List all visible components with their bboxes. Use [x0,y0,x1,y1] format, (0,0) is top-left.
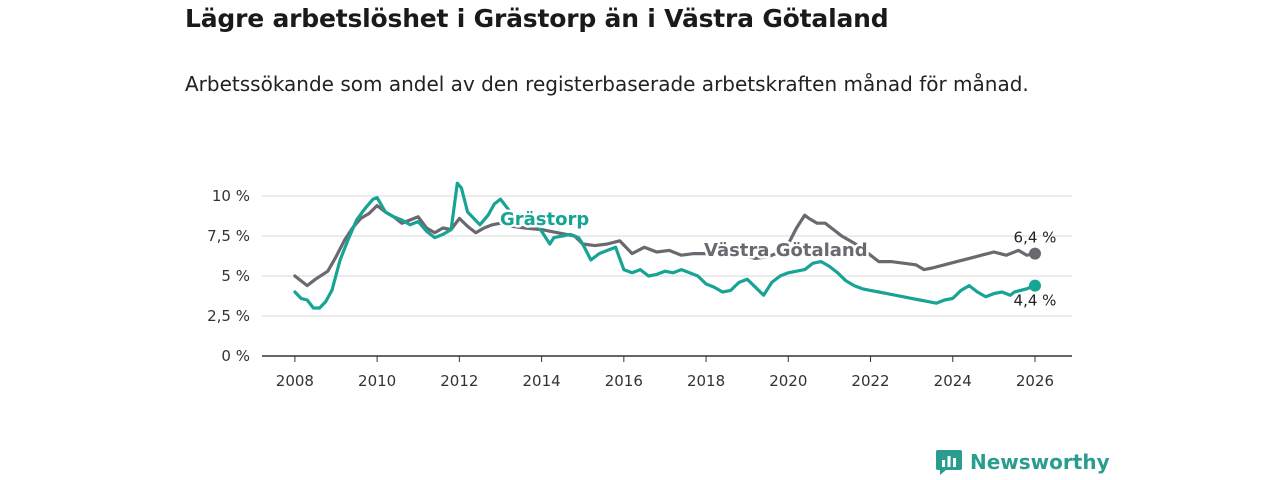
x-tick-label: 2008 [276,372,314,390]
grid-lines [262,195,1072,317]
series-line-grastorp [293,181,1037,310]
series-lines [293,181,1041,310]
y-tick-label: 5 % [221,267,250,285]
y-tick-label: 2,5 % [207,307,250,325]
series-label-vg: Västra Götaland [704,240,868,261]
x-tick-label: 2016 [605,372,643,390]
x-tick-label: 2026 [1016,372,1054,390]
y-tick-label: 0 % [221,347,250,365]
chart-title: Lägre arbetslöshet i Grästorp än i Västr… [185,4,889,33]
newsworthy-logo-icon [936,450,962,475]
x-tick-label: 2014 [523,372,561,390]
series-label-grastorp: Grästorp [500,209,589,230]
series-line-vg [293,204,1037,288]
end-marker-grastorp [1028,279,1041,292]
x-tick-label: 2010 [358,372,396,390]
x-tick-label: 2022 [851,372,889,390]
end-label-grastorp: 4,4 % [1014,292,1057,310]
end-marker-vg [1028,247,1041,260]
y-tick-label: 7,5 % [207,227,250,245]
end-label-vg: 6,4 % [1014,229,1057,247]
x-tick-label: 2018 [687,372,725,390]
y-axis-ticks: 0 % 2,5 % 5 % 7,5 % 10 % [207,187,250,365]
chart-subtitle: Arbetssökande som andel av den registerb… [185,72,1029,96]
x-tick-label: 2020 [769,372,807,390]
x-tick-label: 2012 [440,372,478,390]
newsworthy-logo: Newsworthy [936,448,1110,476]
brand-name: Newsworthy [970,450,1110,474]
y-tick-label: 10 % [212,187,250,205]
x-axis: 2008 2010 2012 2014 2016 2018 2020 2022 2024 2026 [262,355,1072,390]
x-tick-label: 2024 [934,372,972,390]
series-labels: Västra Götaland Grästorp 6,4 % 4,4 % [498,207,1057,310]
